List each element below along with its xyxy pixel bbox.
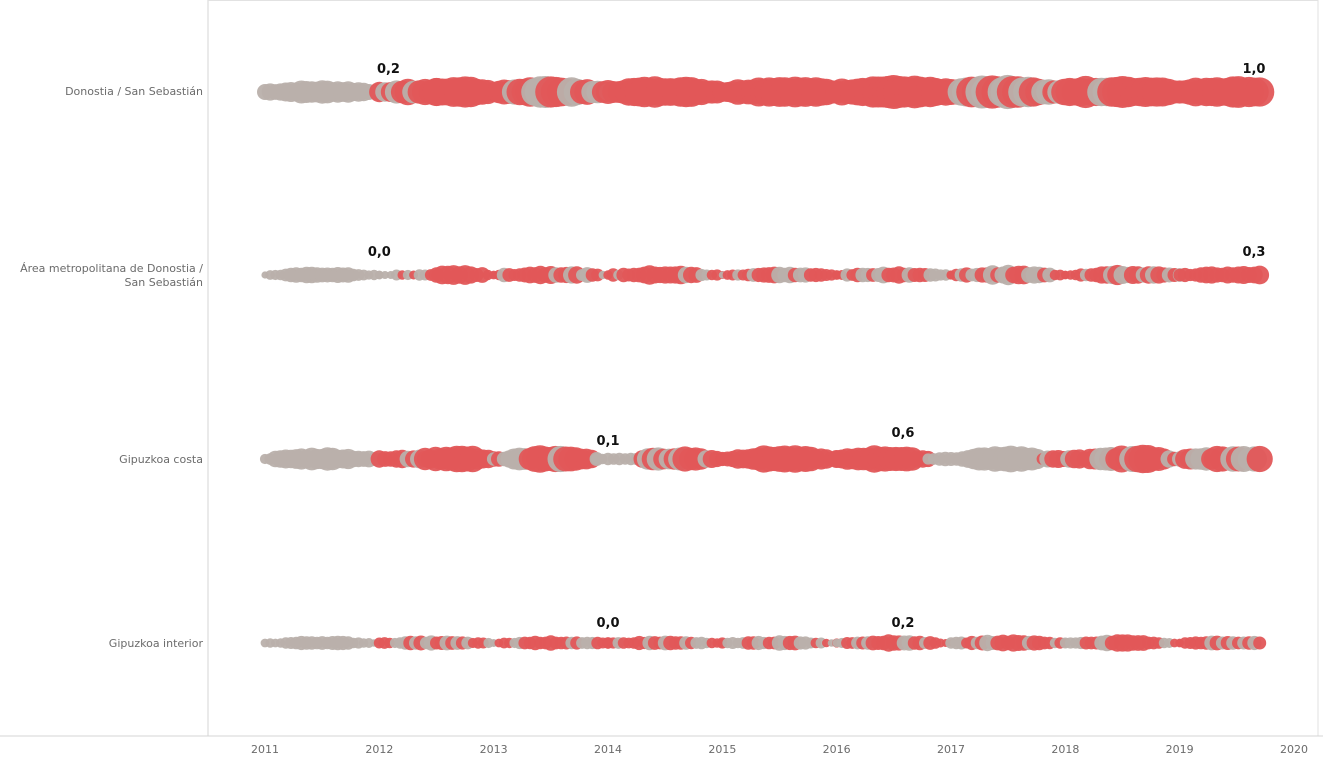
x-tick-2012: 2012 bbox=[365, 743, 394, 756]
x-tick-2016: 2016 bbox=[822, 743, 851, 756]
x-tick-2017: 2017 bbox=[937, 743, 965, 756]
bubble[interactable] bbox=[1246, 445, 1273, 473]
value-label: 0,1 bbox=[596, 434, 620, 449]
bubble[interactable] bbox=[1253, 636, 1267, 650]
bubble[interactable] bbox=[1250, 265, 1270, 285]
row-label-donostia: Donostia / San Sebastián bbox=[65, 85, 203, 98]
x-tick-2015: 2015 bbox=[708, 743, 737, 756]
value-label: 0,6 bbox=[891, 426, 915, 441]
bubble-row-2 bbox=[259, 444, 1273, 474]
bubbles-layer bbox=[257, 74, 1275, 652]
x-tick-2014: 2014 bbox=[594, 743, 622, 756]
x-tick-2013: 2013 bbox=[479, 743, 508, 756]
bubble-row-0 bbox=[257, 74, 1275, 110]
x-tick-2019: 2019 bbox=[1165, 743, 1194, 756]
x-tick-2020: 2020 bbox=[1280, 743, 1308, 756]
value-label: 0,2 bbox=[376, 62, 400, 77]
x-tick-2018: 2018 bbox=[1051, 743, 1080, 756]
value-label: 1,0 bbox=[1242, 62, 1266, 77]
bubble-row-1 bbox=[261, 264, 1270, 286]
bubble[interactable] bbox=[1245, 77, 1275, 107]
row-label-area-metropolitana: Área metropolitana de Donostia / San Seb… bbox=[20, 262, 203, 289]
value-label: 0,2 bbox=[891, 616, 915, 631]
bubble[interactable] bbox=[381, 271, 389, 279]
bubble-row-3 bbox=[260, 634, 1267, 652]
row-label-gipuzkoa-costa: Gipuzkoa costa bbox=[119, 453, 203, 466]
row-label-gipuzkoa-interior: Gipuzkoa interior bbox=[108, 637, 203, 650]
value-label: 0,0 bbox=[367, 245, 391, 260]
value-label: 0,3 bbox=[1242, 245, 1266, 260]
x-tick-2011: 2011 bbox=[251, 743, 279, 756]
bubble[interactable] bbox=[374, 270, 384, 280]
value-label: 0,0 bbox=[596, 616, 620, 631]
